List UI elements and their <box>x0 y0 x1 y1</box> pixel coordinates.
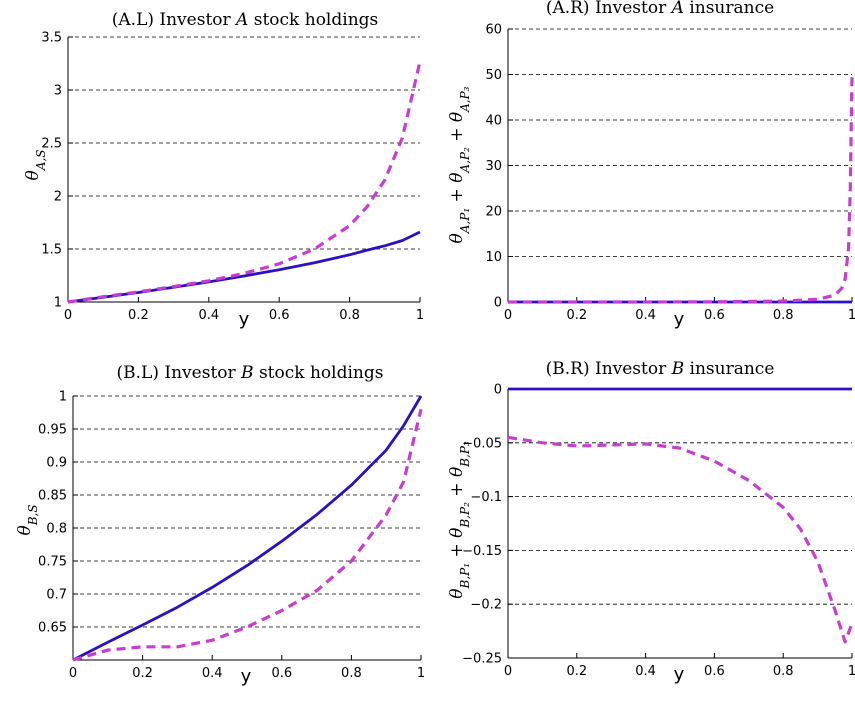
panel-bl-xtick-label: 0.2 <box>132 666 153 681</box>
panel-br-ytick-label: −0.2 <box>470 598 502 613</box>
panel-br-xtick-label: 0.4 <box>635 664 656 679</box>
panel-bl-ytick-label: 1 <box>59 390 67 405</box>
panel-ar-ytick-label: 30 <box>485 159 502 174</box>
panel-bl-ytick-label: 0.65 <box>38 621 67 636</box>
panel-ar-ytick-label: 20 <box>485 205 502 220</box>
panel-bl-xlabel: y <box>241 666 252 687</box>
panel-bl-xtick-label: 0.8 <box>341 666 362 681</box>
panel-al-solid-line <box>67 230 421 304</box>
panel-al-title: (A.L) Investor A stock holdings <box>112 10 379 30</box>
panel-br-xtick-label: 0.6 <box>704 664 725 679</box>
panel-br: −0.25 −0.2 −0.15 −0.1 −0.05 0 0 0.2 0.4 0.6 0.8 1 y <box>462 383 855 686</box>
panel-ar-ytick-label: 50 <box>485 68 502 83</box>
panel-bl-ylabel: θB,S <box>15 504 40 535</box>
panel-bl-ytick-label: 0.7 <box>46 588 67 603</box>
panel-bl-xtick-label: 1 <box>417 666 425 681</box>
panel-al-ytick-label: 3 <box>54 84 62 99</box>
panel-br-ytick-label: −0.15 <box>462 544 502 559</box>
panel-br-xlabel: y <box>674 664 685 685</box>
panel-br-ytick-label: −0.1 <box>470 490 502 505</box>
panel-ar-xtick-label: 0.8 <box>773 308 794 323</box>
panel-ar-xtick-label: 0.6 <box>704 308 725 323</box>
panel-ar-title: (A.R) Investor A insurance <box>546 0 774 18</box>
panel-bl-xtick-label: 0 <box>69 666 77 681</box>
panel-al-xlabel: y <box>239 309 250 330</box>
panel-al-ytick-label: 2 <box>54 190 62 205</box>
panel-al-ytick-label: 1.5 <box>41 243 62 258</box>
panel-al-ytick-label: 3.5 <box>41 31 62 46</box>
panel-ar-ytick-label: 0 <box>494 296 502 311</box>
panel-ar-dashed-line <box>508 74 854 304</box>
panel-br-dashed-line <box>507 435 854 644</box>
panel-al-xtick-label: 0.6 <box>269 308 290 323</box>
panel-ar-xlabel: y <box>674 309 685 330</box>
panel-br-xtick-label: 1 <box>848 664 855 679</box>
panel-al-xtick-label: 0.8 <box>339 308 360 323</box>
panel-ar-ylabel: θA,P₁ + θA,P₂ + θA,P₃ <box>447 86 472 243</box>
panel-al-dashed-line <box>67 61 422 304</box>
panel-ar-xtick-label: 0 <box>504 308 512 323</box>
panel-br-ytick-label: 0 <box>494 383 502 398</box>
panel-al-xtick-label: 0.2 <box>128 308 149 323</box>
panel-bl-ytick-label: 0.8 <box>46 522 67 537</box>
panel-bl-title: (B.L) Investor B stock holdings <box>117 363 384 383</box>
panel-br-xtick-label: 0.2 <box>566 664 587 679</box>
panel-bl-dashed-line <box>72 408 423 662</box>
panel-ar-ytick-label: 40 <box>485 114 502 129</box>
panel-al: 1 1.5 2 2.5 3 3.5 0 0.2 0.4 0.6 0.8 1 y <box>41 31 424 331</box>
panel-ar: 0 10 20 30 40 50 60 0 0.2 0.4 0.6 0.8 1 y <box>485 23 855 331</box>
panel-bl-ytick-label: 0.85 <box>38 489 67 504</box>
panel-br-xtick-label: 0 <box>504 664 512 679</box>
panel-al-xtick-label: 0 <box>64 308 72 323</box>
panel-ar-xtick-label: 0.2 <box>566 308 587 323</box>
panel-br-ytick-label: −0.05 <box>462 436 502 451</box>
panel-bl-ytick-label: 0.9 <box>46 456 67 471</box>
panel-al-xtick-label: 0.4 <box>198 308 219 323</box>
panel-al-ytick-label: 1 <box>54 296 62 311</box>
panel-br-ylabel: θB,P₁ + θB,P₂ + θB,P₃ <box>447 441 472 599</box>
panel-bl-solid-line <box>72 395 423 662</box>
panel-al-ylabel: θA,S <box>23 150 48 181</box>
panel-al-ytick-label: 2.5 <box>41 137 62 152</box>
panel-ar-ytick-label: 60 <box>485 23 502 38</box>
panel-bl-ytick-label: 0.95 <box>38 423 67 438</box>
panel-bl-xtick-label: 0.4 <box>202 666 223 681</box>
panel-br-title: (B.R) Investor B insurance <box>546 359 775 379</box>
panel-bl: 0.65 0.7 0.75 0.8 0.85 0.9 0.95 1 0 0.2 0.4 0.6 0.8 1… <box>38 390 425 688</box>
plots: 11.522.533.50 0.2 0.4 0.6 0.8 1y0102030405060… <box>38 23 855 688</box>
panel-al-xtick-label: 1 <box>416 308 424 323</box>
panel-br-xtick-label: 0.8 <box>773 664 794 679</box>
panel-bl-xtick-label: 0.6 <box>271 666 292 681</box>
panel-bl-ytick-label: 0.75 <box>38 555 67 570</box>
panel-ar-xtick-label: 1 <box>848 308 855 323</box>
panel-ar-ytick-label: 10 <box>485 250 502 265</box>
panel-br-ytick-label: −0.25 <box>462 652 502 667</box>
panel-ar-xtick-label: 0.4 <box>635 308 656 323</box>
